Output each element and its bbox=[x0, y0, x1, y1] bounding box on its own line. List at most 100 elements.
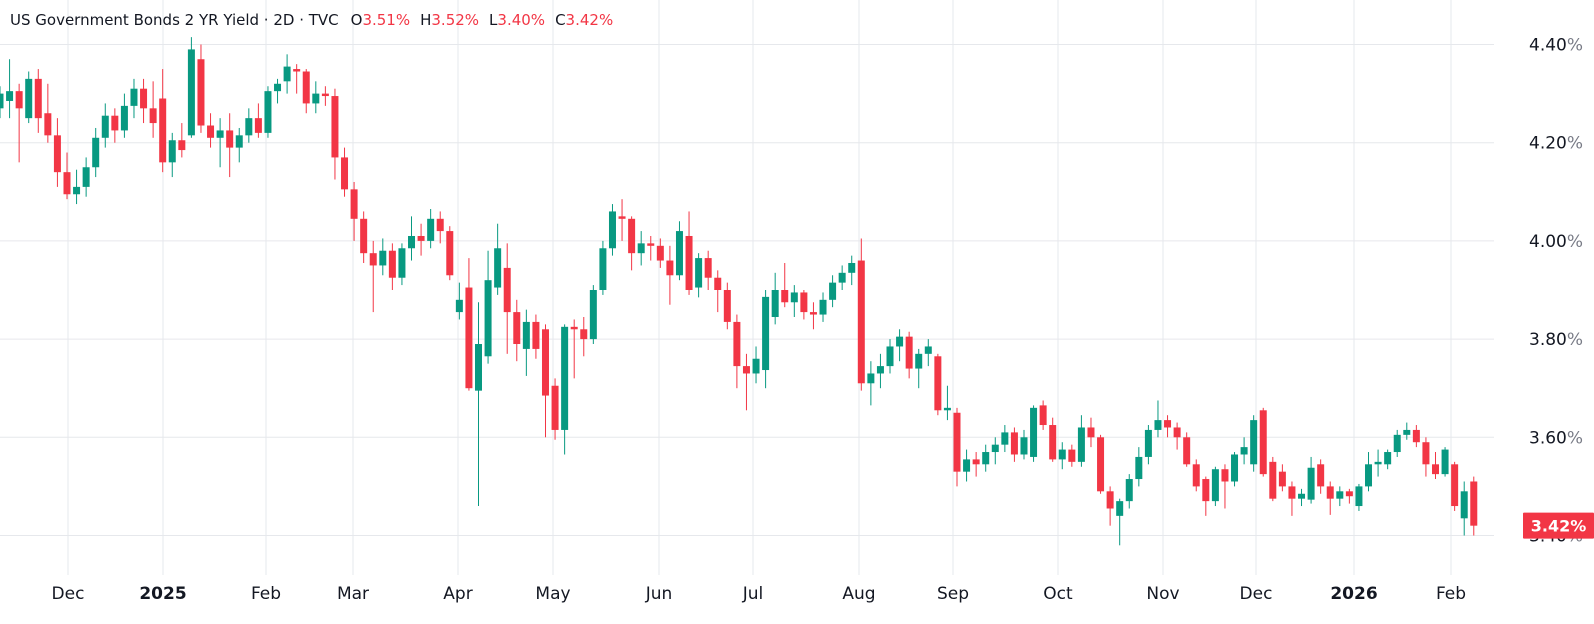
close-label: C bbox=[555, 11, 566, 29]
candle-down bbox=[44, 83, 52, 143]
candle-up bbox=[455, 282, 463, 320]
candle-up bbox=[312, 81, 320, 114]
candle-up bbox=[1441, 447, 1449, 477]
candle-up bbox=[599, 240, 607, 295]
candle-up bbox=[1374, 449, 1382, 477]
candle-down bbox=[809, 302, 817, 330]
open-value: 3.51% bbox=[362, 11, 411, 29]
candle-down bbox=[436, 211, 444, 244]
candle-down bbox=[465, 258, 473, 391]
candle-up bbox=[494, 223, 502, 295]
candle-down bbox=[1192, 459, 1200, 492]
candle-down bbox=[140, 78, 148, 124]
candle-up bbox=[427, 208, 435, 249]
time-axis-month-label: Aug bbox=[842, 584, 875, 604]
candle-down bbox=[1049, 417, 1057, 462]
candle-up bbox=[92, 127, 100, 178]
low-label: L bbox=[489, 11, 498, 29]
candle-down bbox=[369, 240, 377, 313]
candle-down bbox=[905, 331, 913, 379]
candle-up bbox=[896, 329, 904, 362]
candle-down bbox=[1451, 461, 1459, 511]
symbol-title[interactable]: US Government Bonds 2 YR Yield · 2D · TV… bbox=[10, 11, 339, 29]
candle-up bbox=[915, 348, 923, 389]
close-value: 3.42% bbox=[565, 11, 614, 29]
candle-up bbox=[82, 157, 90, 197]
time-axis-month-label: Dec bbox=[1240, 584, 1273, 604]
last-price-tag-box bbox=[1523, 512, 1594, 539]
candle-up bbox=[838, 265, 846, 290]
candle-down bbox=[417, 223, 425, 256]
candle-down bbox=[1317, 459, 1325, 494]
candle-down bbox=[666, 245, 674, 305]
candle-up bbox=[886, 339, 894, 374]
candle-down bbox=[34, 69, 42, 133]
time-axis-month-label: Mar bbox=[337, 584, 369, 604]
candle-up bbox=[762, 290, 770, 389]
candle-down bbox=[1326, 481, 1334, 515]
candle-up bbox=[637, 231, 645, 266]
price-axis[interactable]: 4.40%4.20%4.00%3.80%3.60%3.40% bbox=[1529, 36, 1583, 547]
high-label: H bbox=[420, 11, 432, 29]
candle-up bbox=[1020, 429, 1028, 460]
candle-up bbox=[790, 285, 798, 318]
candle-up bbox=[1250, 415, 1258, 472]
candle-down bbox=[685, 211, 693, 295]
time-axis[interactable]: Dec 2025 Feb Mar Apr May Jun Jul Aug Sep Oct Nov Dec… bbox=[52, 584, 1467, 604]
candle-up bbox=[1154, 400, 1162, 438]
candle-up bbox=[608, 204, 616, 256]
candle-down bbox=[1087, 417, 1095, 448]
candle-down bbox=[178, 123, 186, 158]
candle-up bbox=[943, 385, 951, 421]
candle-down bbox=[1202, 476, 1210, 516]
time-axis-month-label: Oct bbox=[1043, 584, 1073, 604]
candle-down bbox=[628, 216, 636, 271]
candle-down bbox=[1039, 400, 1047, 430]
candle-up bbox=[398, 243, 406, 286]
price-axis-label: 4.40% bbox=[1529, 36, 1583, 56]
candle-up bbox=[168, 132, 176, 178]
candle-up bbox=[1393, 429, 1401, 457]
candle-up bbox=[991, 437, 999, 465]
candle-up bbox=[245, 108, 253, 143]
candle-down bbox=[388, 243, 396, 290]
candle-up bbox=[101, 103, 109, 148]
time-axis-month-label: Jun bbox=[645, 584, 673, 604]
time-axis-month-label: Jul bbox=[742, 584, 764, 604]
candle-down bbox=[570, 319, 578, 379]
candle-up bbox=[0, 86, 4, 119]
candle-up bbox=[522, 309, 530, 376]
candle-down bbox=[714, 270, 722, 313]
time-axis-year-label: 2026 bbox=[1330, 584, 1377, 604]
time-axis-month-label: Sep bbox=[937, 584, 969, 604]
candle-up bbox=[876, 353, 884, 389]
time-axis-month-label: Nov bbox=[1146, 584, 1179, 604]
candle-down bbox=[656, 238, 664, 268]
candle-down bbox=[1164, 415, 1172, 438]
candle-up bbox=[1365, 452, 1373, 492]
candle-down bbox=[580, 317, 588, 357]
candle-down bbox=[1106, 486, 1114, 526]
candle-down bbox=[1183, 432, 1191, 467]
candle-up bbox=[408, 216, 416, 261]
candle-up bbox=[1307, 456, 1315, 504]
candle-down bbox=[446, 226, 454, 281]
candle-up bbox=[675, 221, 683, 281]
candle-down bbox=[723, 282, 731, 330]
candle-down bbox=[781, 262, 789, 308]
candle-down bbox=[800, 290, 808, 320]
candle-down bbox=[1269, 456, 1277, 502]
candle-down bbox=[1422, 437, 1430, 477]
candle-up bbox=[867, 361, 875, 406]
candle-down bbox=[254, 103, 262, 138]
candle-down bbox=[857, 238, 865, 391]
price-axis-label: 4.00% bbox=[1529, 232, 1583, 252]
candle-down bbox=[321, 86, 329, 106]
candle-up bbox=[1116, 498, 1124, 546]
candle-up bbox=[1460, 481, 1468, 536]
candle-down bbox=[63, 152, 71, 200]
candle-down bbox=[733, 314, 741, 389]
candle-down bbox=[1345, 488, 1353, 504]
